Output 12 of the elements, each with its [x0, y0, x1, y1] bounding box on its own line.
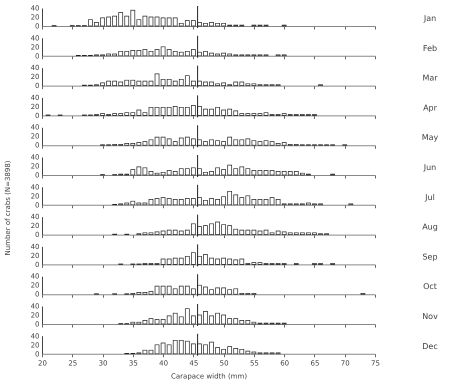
text: Sep	[422, 252, 438, 262]
text: Nov	[422, 312, 438, 321]
text: Oct	[423, 282, 437, 292]
text: Jul	[424, 192, 435, 202]
text: Jun	[422, 163, 436, 172]
text: Mar	[422, 74, 438, 83]
text: Apr	[423, 103, 438, 112]
text: Jan	[422, 14, 436, 23]
text: Dec	[422, 342, 438, 351]
text: Feb	[422, 44, 438, 53]
text: May	[422, 133, 439, 142]
text: Aug	[422, 222, 438, 232]
